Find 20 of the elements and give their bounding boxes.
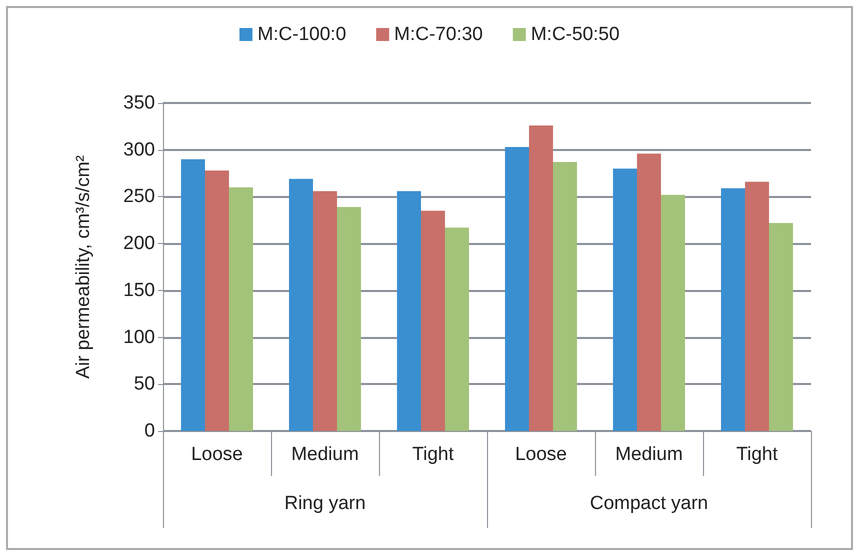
text: Compact yarn <box>590 493 708 514</box>
y-tick-label: 350 <box>123 92 155 114</box>
x-tick-label: Tight <box>412 444 454 465</box>
y-tick-label: 300 <box>123 139 155 160</box>
text: Ring yarn <box>284 493 366 514</box>
y-tick-label: 100 <box>123 326 155 348</box>
x-tick-label: Medium <box>615 444 683 465</box>
x-tick-label: Tight <box>736 444 778 465</box>
y-axis-title: Air permeability, cm³/s/cm² <box>73 155 94 379</box>
legend-label: M:C-100:0 <box>257 24 346 45</box>
y-tick-label: 0 <box>144 420 155 442</box>
legend-label: M:C-50:50 <box>530 24 620 45</box>
y-tick-label: 200 <box>123 233 155 254</box>
x-tick-label: Medium <box>291 444 359 465</box>
legend-label: M:C-70:30 <box>394 24 483 45</box>
y-tick-label: 250 <box>123 186 155 208</box>
y-tick-label: 50 <box>134 374 155 395</box>
x-tick-label: Loose <box>515 444 567 465</box>
x-tick-label: Loose <box>191 444 243 465</box>
y-tick-label: 150 <box>123 280 155 301</box>
